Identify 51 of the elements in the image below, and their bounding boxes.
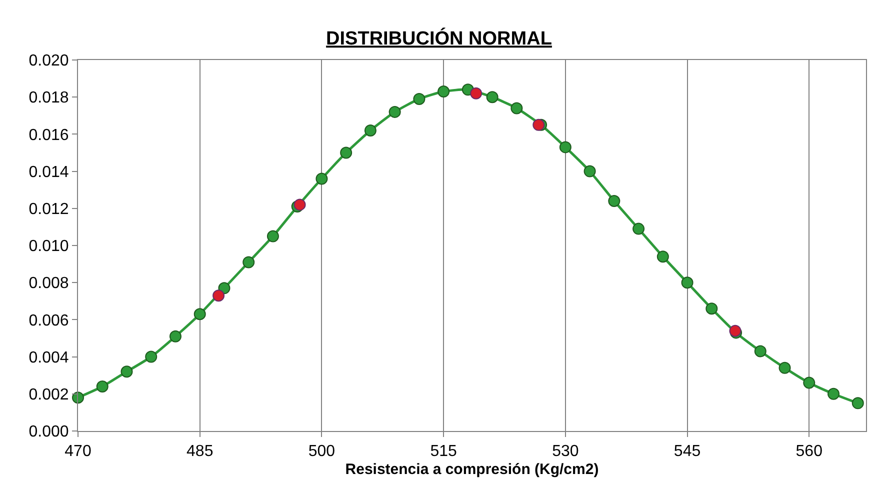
point (266, 230, 279, 242)
y-tick-label: 0.010 (28, 238, 69, 256)
point (532, 118, 545, 131)
y-tick-label: 0.014 (28, 164, 69, 181)
y-tick-label: 0.000 (28, 424, 69, 441)
y-tick-label: 0.012 (28, 201, 69, 218)
y-tick-label: 0.004 (28, 349, 69, 366)
y-tick-label: 0.020 (28, 52, 69, 70)
point (584, 165, 596, 178)
point (96, 380, 108, 392)
point (559, 141, 572, 154)
point (242, 256, 255, 268)
point (438, 86, 450, 98)
point (656, 250, 669, 263)
x-tick-label: 545 (674, 443, 701, 460)
point (212, 290, 225, 302)
x-tick-label: 560 (796, 443, 823, 460)
point (510, 102, 523, 114)
x-tick-label: 485 (186, 443, 214, 460)
y-tick-label: 0.018 (28, 90, 69, 107)
x-tick-label: 470 (64, 443, 92, 460)
point (294, 198, 306, 211)
y-tick-label: 0.006 (28, 312, 69, 330)
x-tick-label: 500 (308, 443, 336, 460)
point (803, 376, 816, 389)
point (706, 302, 718, 315)
point (340, 146, 352, 159)
y-tick-label: 0.008 (28, 275, 69, 292)
point (145, 350, 158, 363)
point (194, 308, 206, 320)
chart-title: DISTRIBUCIÓN NORMAL (326, 28, 552, 50)
point (754, 345, 766, 358)
y-tick-label: 0.016 (28, 126, 69, 144)
point (470, 87, 482, 100)
point (316, 172, 328, 185)
point (608, 194, 620, 207)
point (413, 92, 426, 105)
x-tick-label: 515 (430, 443, 458, 460)
point (486, 91, 498, 104)
y-tick-label: 0.002 (28, 386, 69, 404)
point (852, 397, 864, 410)
point (681, 276, 694, 289)
point (632, 222, 645, 235)
point (778, 362, 791, 374)
point (388, 106, 401, 118)
point (120, 366, 133, 378)
x-tick-label: 530 (552, 443, 579, 460)
point (364, 124, 376, 136)
point (169, 330, 182, 342)
point (828, 388, 840, 400)
x-axis-title: Resistencia a compresión (Kg/cm2) (345, 461, 599, 478)
